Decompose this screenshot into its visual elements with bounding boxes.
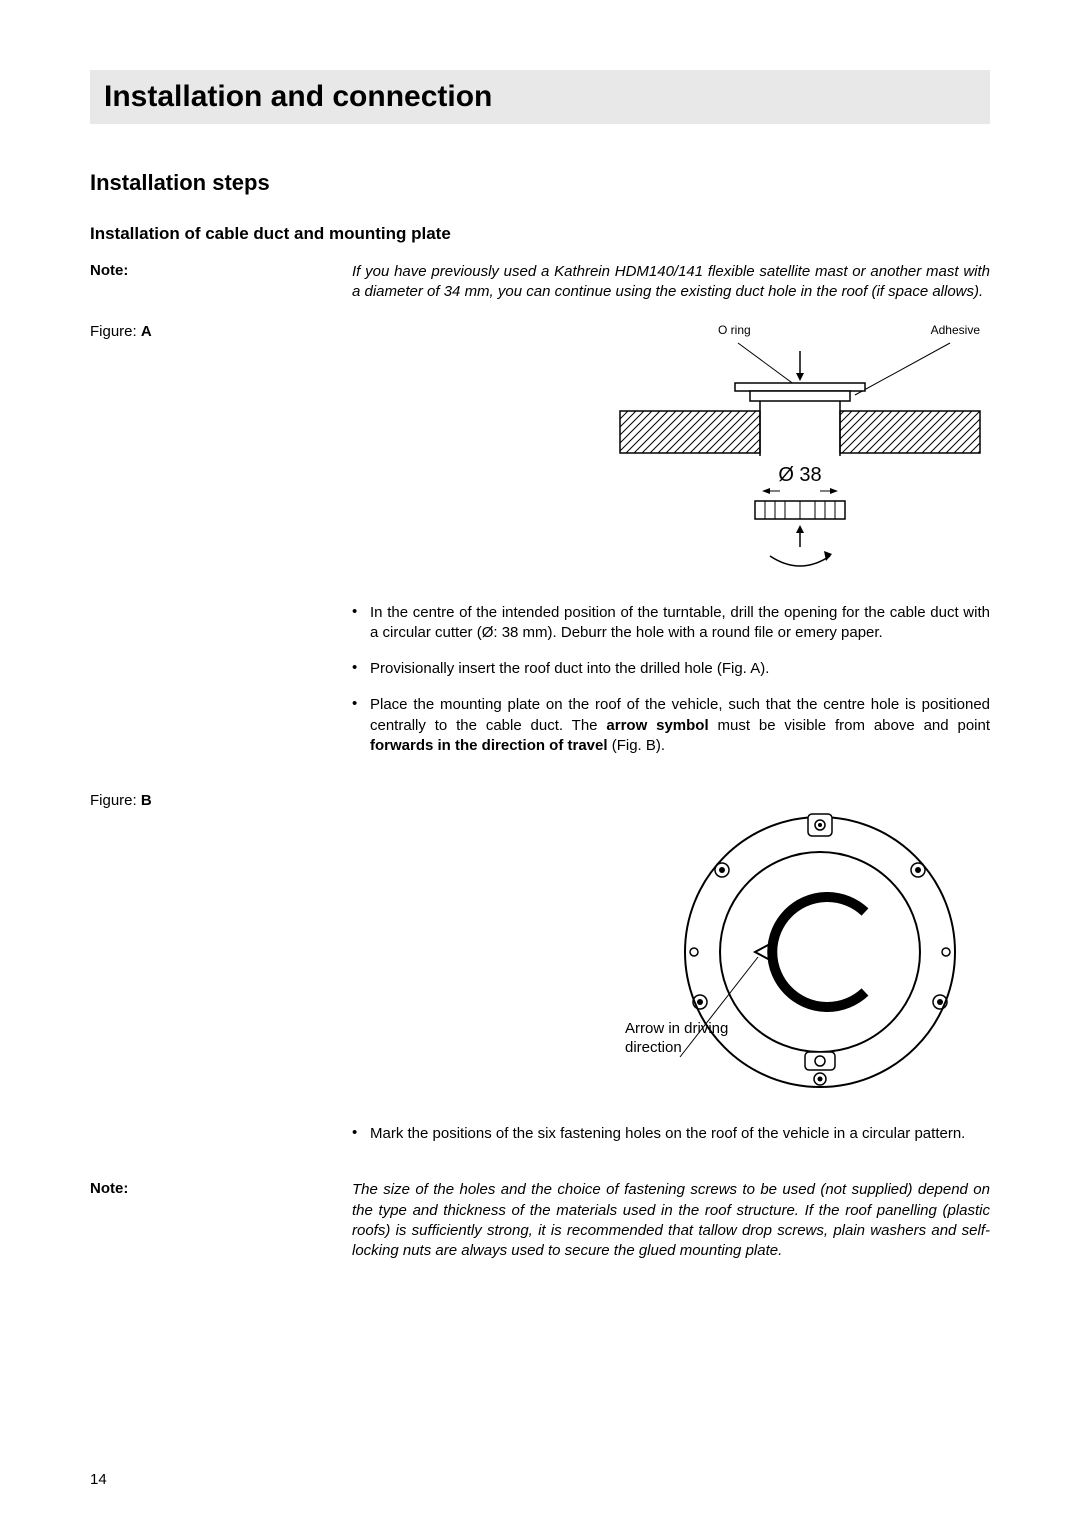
adhesive-label: Adhesive xyxy=(849,323,990,337)
bullet-dot: • xyxy=(352,603,370,644)
b1c-bold1: arrow symbol xyxy=(606,717,708,734)
note1-text-col: If you have previously used a Kathrein H… xyxy=(352,262,990,303)
figure-a-letter: A xyxy=(141,323,152,340)
arrow-label: Arrow in driving direction xyxy=(625,1020,728,1058)
figure-a-label: Figure: xyxy=(90,323,141,340)
figure-a: O ring Adhesive xyxy=(352,323,990,585)
figure-a-col: O ring Adhesive xyxy=(352,323,990,773)
title-bar: Installation and connection xyxy=(90,70,990,124)
bullet-2a: • Mark the positions of the six fastenin… xyxy=(352,1124,990,1144)
b1c-mid: must be visible from above and point xyxy=(709,717,990,734)
bullet-1b: • Provisionally insert the roof duct int… xyxy=(352,659,990,679)
note2-text: The size of the holes and the choice of … xyxy=(352,1180,990,1261)
bullet-2a-text: Mark the positions of the six fastening … xyxy=(370,1124,990,1144)
note2-label-col: Note: xyxy=(90,1180,322,1261)
page: Installation and connection Installation… xyxy=(0,0,1080,1528)
oring-label: O ring xyxy=(610,323,849,337)
figure-b: Arrow in driving direction xyxy=(352,802,990,1106)
note2-text-col: The size of the holes and the choice of … xyxy=(352,1180,990,1261)
note2-label: Note: xyxy=(90,1180,128,1197)
note2-row: Note: The size of the holes and the choi… xyxy=(90,1180,990,1261)
figure-a-row: Figure: A O ring Adhesive xyxy=(90,323,990,773)
figure-b-row: Figure: B xyxy=(90,792,990,1160)
bullet-1b-text: Provisionally insert the roof duct into … xyxy=(370,659,990,679)
figure-b-letter: B xyxy=(141,792,152,809)
note1-label-col: Note: xyxy=(90,262,322,303)
figure-a-label-col: Figure: A xyxy=(90,323,322,773)
b1c-post: (Fig. B). xyxy=(608,737,666,754)
note1-text: If you have previously used a Kathrein H… xyxy=(352,262,990,303)
bullets-2: • Mark the positions of the six fastenin… xyxy=(352,1124,990,1144)
figure-a-svg: Ø 38 xyxy=(610,341,990,581)
note1-label: Note: xyxy=(90,262,128,279)
diameter-text: Ø 38 xyxy=(778,464,821,486)
arrow-label-line1: Arrow in driving xyxy=(625,1020,728,1037)
figure-b-label-col: Figure: B xyxy=(90,792,322,1160)
bullet-1c: • Place the mounting plate on the roof o… xyxy=(352,695,990,756)
bullets-1: • In the centre of the intended position… xyxy=(352,603,990,757)
arrow-label-line2: direction xyxy=(625,1039,682,1056)
bullet-dot: • xyxy=(352,659,370,679)
section-title: Installation steps xyxy=(90,170,990,196)
figure-a-labels: O ring Adhesive xyxy=(610,323,990,337)
mount-holes xyxy=(690,863,950,1009)
bullet-1a-text: In the centre of the intended position o… xyxy=(370,603,990,644)
bullet-1a: • In the centre of the intended position… xyxy=(352,603,990,644)
figure-b-block: Arrow in driving direction xyxy=(590,802,990,1106)
bullet-dot: • xyxy=(352,1124,370,1144)
page-number: 14 xyxy=(90,1471,990,1488)
b1c-bold2: forwards in the direction of travel xyxy=(370,737,608,754)
subsection-title: Installation of cable duct and mounting … xyxy=(90,224,990,244)
figure-b-col: Arrow in driving direction • Mark the po… xyxy=(352,792,990,1160)
page-title: Installation and connection xyxy=(104,80,976,114)
figure-a-block: O ring Adhesive xyxy=(610,323,990,585)
bullet-dot: • xyxy=(352,695,370,756)
bullet-1c-text: Place the mounting plate on the roof of … xyxy=(370,695,990,756)
figure-b-label: Figure: xyxy=(90,792,141,809)
note1-row: Note: If you have previously used a Kath… xyxy=(90,262,990,303)
